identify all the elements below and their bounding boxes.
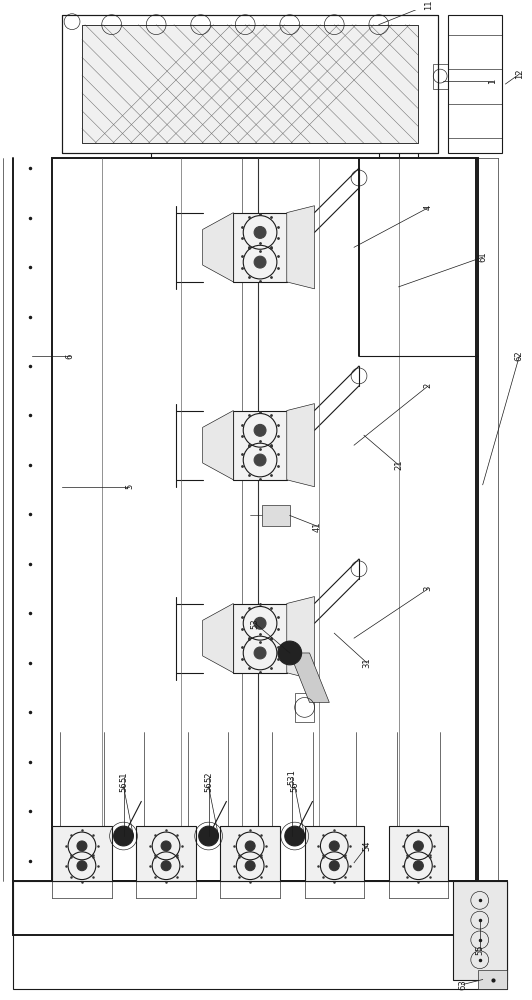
Circle shape	[77, 861, 87, 871]
Bar	[13, 881, 508, 989]
Text: 2: 2	[424, 383, 433, 388]
Polygon shape	[287, 597, 314, 680]
Bar	[82, 25, 418, 143]
Polygon shape	[287, 206, 314, 289]
Bar	[389, 826, 448, 881]
Bar	[433, 64, 448, 89]
Polygon shape	[203, 213, 234, 282]
Circle shape	[161, 841, 171, 851]
Circle shape	[245, 861, 255, 871]
Circle shape	[245, 841, 255, 851]
Text: 56: 56	[119, 781, 128, 792]
Bar	[220, 826, 280, 881]
Circle shape	[278, 641, 302, 665]
Bar	[295, 693, 314, 722]
Circle shape	[254, 617, 266, 629]
Bar	[62, 15, 438, 153]
Text: 21: 21	[394, 460, 403, 470]
Polygon shape	[290, 653, 329, 702]
Circle shape	[413, 841, 423, 851]
Text: 12: 12	[515, 69, 524, 79]
Bar	[233, 604, 287, 673]
Bar	[233, 411, 287, 480]
Text: 54: 54	[362, 841, 371, 851]
Text: 5: 5	[125, 484, 134, 489]
Text: 55: 55	[475, 945, 484, 955]
Circle shape	[114, 826, 134, 846]
Text: 63: 63	[459, 979, 468, 990]
Circle shape	[254, 424, 266, 436]
Bar	[52, 826, 112, 881]
Bar	[453, 881, 508, 980]
Text: 56: 56	[290, 781, 299, 792]
Circle shape	[329, 861, 339, 871]
Circle shape	[285, 826, 305, 846]
Bar	[62, 15, 438, 153]
Bar	[305, 826, 364, 881]
Text: 3: 3	[424, 586, 433, 591]
Text: 52: 52	[204, 771, 213, 782]
Bar	[448, 15, 503, 153]
Text: 53: 53	[251, 618, 260, 629]
Text: 41: 41	[313, 521, 322, 532]
Text: 62: 62	[515, 351, 524, 361]
Circle shape	[254, 256, 266, 268]
Bar	[262, 505, 290, 526]
Text: 11: 11	[424, 0, 433, 10]
Circle shape	[329, 841, 339, 851]
Polygon shape	[287, 404, 314, 487]
Text: 31: 31	[362, 658, 371, 668]
Circle shape	[254, 454, 266, 466]
Circle shape	[161, 861, 171, 871]
Bar	[13, 881, 508, 935]
Circle shape	[254, 226, 266, 238]
Circle shape	[199, 826, 219, 846]
Text: 4: 4	[424, 205, 433, 210]
Bar	[82, 25, 418, 143]
Text: 1: 1	[488, 78, 497, 84]
Text: 51: 51	[119, 771, 128, 782]
Text: 56: 56	[204, 781, 213, 792]
Bar	[136, 826, 196, 881]
Bar	[52, 158, 478, 881]
Polygon shape	[203, 604, 234, 673]
Text: 61: 61	[478, 252, 487, 262]
Text: 6: 6	[65, 353, 74, 359]
Circle shape	[254, 647, 266, 659]
Circle shape	[77, 841, 87, 851]
Bar	[233, 213, 287, 282]
Circle shape	[413, 861, 423, 871]
Bar	[478, 970, 508, 989]
Polygon shape	[203, 411, 234, 480]
Text: 531: 531	[287, 769, 296, 785]
